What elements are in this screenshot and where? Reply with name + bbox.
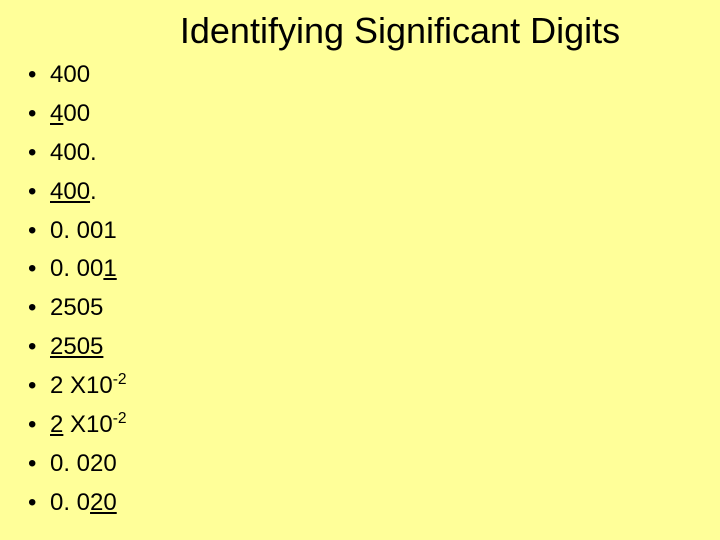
list-item: 0. 001: [28, 212, 720, 251]
list-item-segment: 0. 020: [50, 450, 117, 477]
list-item: 400: [28, 56, 720, 95]
list-item-segment: 400: [50, 178, 90, 205]
sig-digits-list: 400400400.400.0. 0010. 001250525052 X10-…: [0, 56, 720, 523]
list-item-segment: 0. 001: [50, 217, 117, 244]
list-item: 400: [28, 95, 720, 134]
list-item-segment: 4: [50, 100, 63, 127]
list-item: 0. 020: [28, 484, 720, 523]
list-item-segment: 400: [50, 61, 90, 88]
list-item: 400.: [28, 173, 720, 212]
list-item-segment: 0. 00: [50, 255, 103, 282]
list-item-segment: X10: [63, 411, 112, 438]
list-item-segment: 400.: [50, 139, 97, 166]
list-item-segment: 2505: [50, 294, 103, 321]
list-item: 2 X10-2: [28, 367, 720, 406]
list-item: 2 X10-2: [28, 406, 720, 445]
page-title: Identifying Significant Digits: [0, 0, 720, 56]
list-item-segment: 1: [103, 255, 116, 282]
list-item: 2505: [28, 328, 720, 367]
list-item: 0. 020: [28, 445, 720, 484]
list-item-segment: -2: [113, 371, 127, 388]
list-item-segment: 2505: [50, 333, 103, 360]
list-item-segment: 2 X10: [50, 372, 113, 399]
list-item-segment: 20: [90, 489, 117, 516]
list-item: 400.: [28, 134, 720, 173]
list-item-segment: -2: [113, 410, 127, 427]
list-item: 0. 001: [28, 250, 720, 289]
list-item-segment: 2: [50, 411, 63, 438]
list-item-segment: .: [90, 178, 97, 205]
list-item-segment: 00: [63, 100, 90, 127]
list-item: 2505: [28, 289, 720, 328]
list-item-segment: 0. 0: [50, 489, 90, 516]
